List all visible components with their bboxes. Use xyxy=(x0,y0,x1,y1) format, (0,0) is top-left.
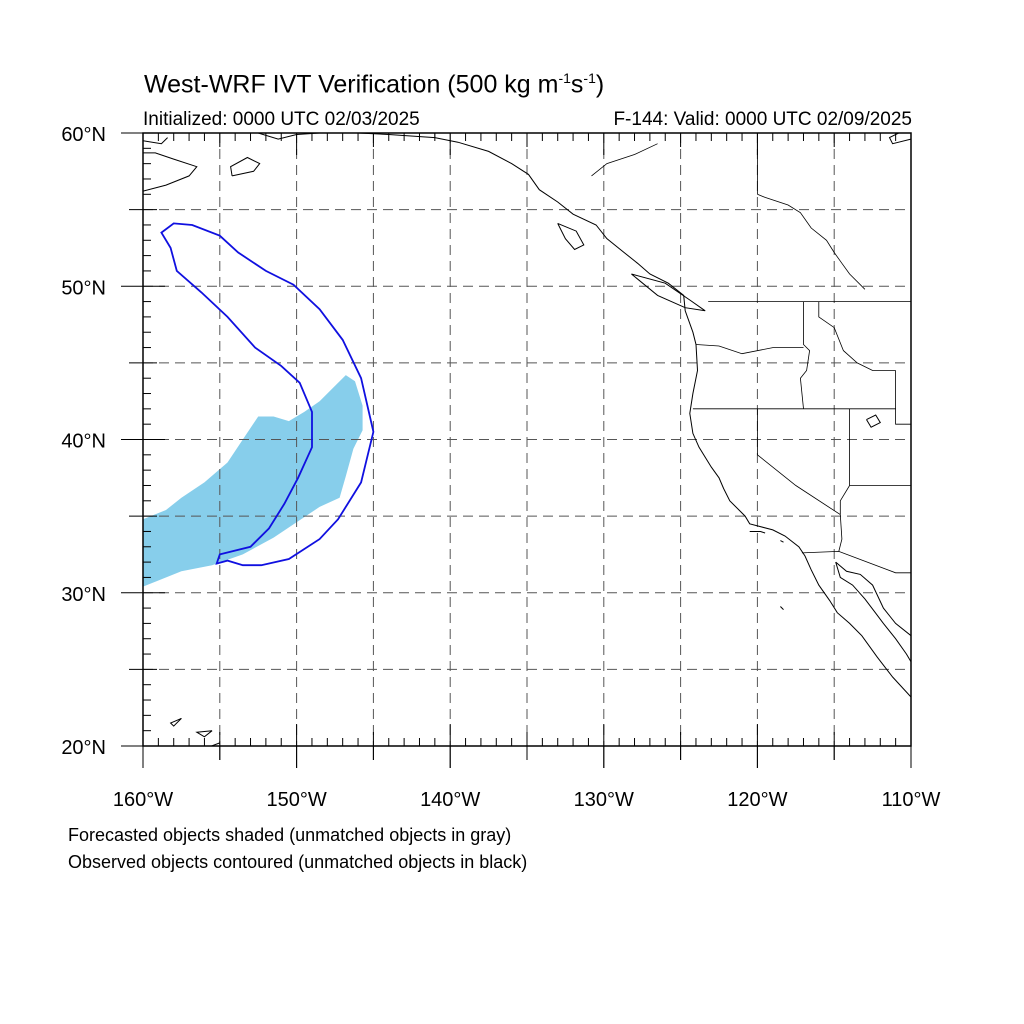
political-border xyxy=(695,344,804,355)
coastline xyxy=(749,531,766,534)
coastline xyxy=(557,222,585,251)
lat-tick-label: 30°N xyxy=(61,584,106,606)
political-border xyxy=(799,301,811,409)
coastline xyxy=(780,606,784,610)
map-title: West-WRF IVT Verification (500 kg m-1s-1… xyxy=(144,70,605,99)
lat-tick-label: 40°N xyxy=(61,431,106,453)
coastline xyxy=(143,137,168,145)
coastline xyxy=(230,156,261,177)
coastline xyxy=(835,561,911,662)
political-border xyxy=(839,408,850,515)
caption-forecast: Forecasted objects shaded (unmatched obj… xyxy=(68,825,512,845)
political-border xyxy=(895,370,911,425)
coastline xyxy=(835,561,911,637)
initialized-time: Initialized: 0000 UTC 02/03/2025 xyxy=(143,109,420,130)
forecast-object xyxy=(143,375,363,587)
lat-tick-label: 20°N xyxy=(61,737,106,759)
lon-tick-label: 110°W xyxy=(882,789,941,811)
lon-tick-label: 160°W xyxy=(113,789,173,811)
coastline xyxy=(866,414,882,428)
political-border xyxy=(818,301,896,371)
political-border xyxy=(801,550,911,574)
coastline xyxy=(195,730,213,738)
caption-observed: Observed objects contoured (unmatched ob… xyxy=(68,852,528,872)
coastline xyxy=(888,133,911,145)
coastline xyxy=(258,133,911,698)
observed-object xyxy=(160,222,375,567)
political-border xyxy=(591,143,658,177)
political-border xyxy=(838,514,843,552)
lon-tick-label: 120°W xyxy=(727,789,787,811)
lon-tick-label: 140°W xyxy=(420,789,480,811)
coastline xyxy=(780,540,784,543)
political-border xyxy=(757,408,841,515)
political-border xyxy=(757,193,866,290)
coastline xyxy=(210,742,220,746)
lon-tick-label: 130°W xyxy=(574,789,634,811)
coastline xyxy=(143,152,198,192)
lat-tick-label: 60°N xyxy=(61,124,106,146)
lat-tick-label: 50°N xyxy=(61,277,106,299)
valid-time: F-144: Valid: 0000 UTC 02/09/2025 xyxy=(613,109,912,130)
coastline xyxy=(631,273,706,312)
coastline xyxy=(169,717,182,727)
lon-tick-label: 150°W xyxy=(266,789,326,811)
